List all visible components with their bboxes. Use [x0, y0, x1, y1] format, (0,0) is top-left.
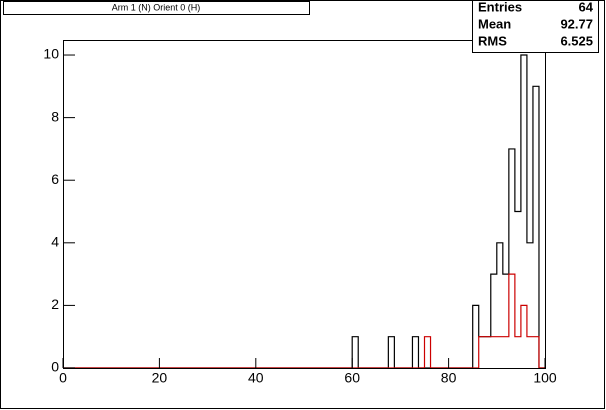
stats-label: RMS — [478, 33, 507, 48]
y-tick-label: 2 — [51, 296, 59, 312]
histogram-outline — [63, 273, 545, 368]
chart-title: Arm 1 (N) Orient 0 (H) — [112, 2, 201, 12]
y-tick-label: 10 — [43, 46, 59, 62]
x-tick-label: 100 — [533, 370, 557, 386]
stats-box — [472, 0, 599, 53]
y-tick-label: 0 — [51, 359, 59, 375]
x-tick-label: 20 — [152, 370, 168, 386]
stats-label: Entries — [478, 0, 522, 14]
x-tick-label: 0 — [59, 370, 67, 386]
y-tick-label: 4 — [51, 234, 59, 250]
x-tick-label: 60 — [344, 370, 360, 386]
plot-area — [63, 54, 545, 368]
y-tick-label: 6 — [51, 171, 59, 187]
stats-label: Mean — [478, 16, 511, 31]
stats-value: 64 — [579, 0, 594, 14]
histogram-outline — [63, 54, 545, 368]
frame — [63, 40, 546, 369]
title-box — [3, 1, 310, 15]
x-tick-label: 40 — [248, 370, 264, 386]
x-tick-label: 80 — [441, 370, 457, 386]
stats-value: 6.525 — [560, 33, 593, 48]
y-tick-label: 8 — [51, 108, 59, 124]
stats-value: 92.77 — [560, 16, 593, 31]
